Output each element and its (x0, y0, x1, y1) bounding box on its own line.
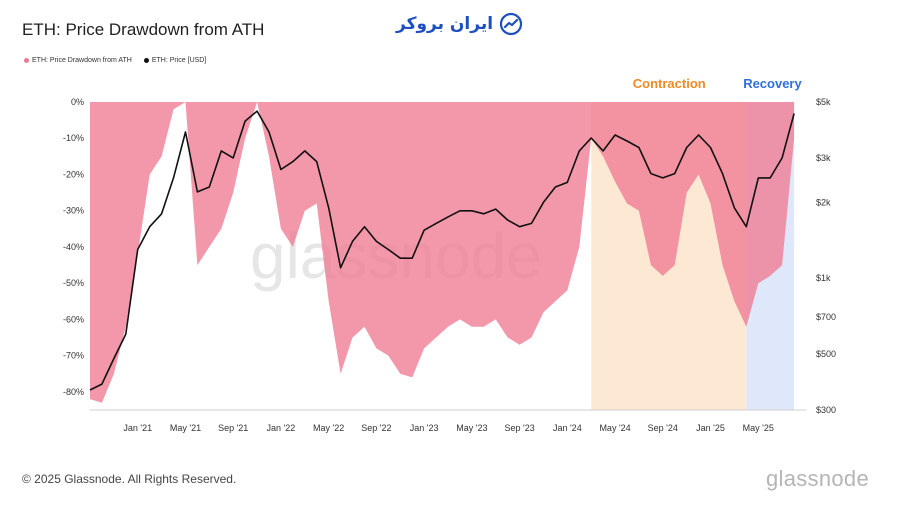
x-tick-label: May '21 (170, 423, 201, 433)
x-tick-label: Jan '24 (553, 423, 582, 433)
copyright-text: © 2025 Glassnode. All Rights Reserved. (22, 472, 237, 486)
y-right-tick-label: $300 (816, 405, 836, 415)
chart-title: ETH: Price Drawdown from ATH (22, 20, 265, 39)
y-right-tick-label: $3k (816, 153, 831, 163)
y-left-tick-label: -80% (63, 387, 84, 397)
x-tick-label: Jan '25 (696, 423, 725, 433)
drawdown-area (90, 102, 795, 403)
recovery-label: Recovery (743, 76, 802, 91)
price-line (89, 110, 795, 391)
x-tick-label: Sep '23 (504, 423, 534, 433)
legend-item-drawdown[interactable]: ETH: Price Drawdown from ATH (24, 57, 132, 64)
y-right-tick-label: $5k (816, 97, 831, 107)
x-tick-label: Sep '24 (648, 423, 678, 433)
chart-legend: ETH: Price Drawdown from ATH ETH: Price … (24, 57, 206, 64)
x-tick-label: May '22 (313, 423, 344, 433)
trend-chart-icon (499, 12, 523, 36)
y-right-tick-label: $2k (816, 197, 831, 207)
x-tick-label: Jan '23 (410, 423, 439, 433)
x-tick-label: Jan '22 (267, 423, 296, 433)
y-left-tick-label: -70% (63, 351, 84, 361)
contraction-label: Contraction (632, 76, 706, 91)
y-left-tick-label: -50% (63, 278, 84, 288)
y-right-tick-label: $700 (816, 312, 836, 322)
legend-label-drawdown: ETH: Price Drawdown from ATH (32, 57, 132, 64)
x-tick-label: Jan '21 (123, 423, 152, 433)
y-left-tick-label: -60% (63, 314, 84, 324)
logo-text: ایران بروکر (396, 14, 494, 34)
iran-broker-logo: ایران بروکر (396, 12, 523, 36)
y-right-tick-label: $1k (816, 273, 831, 283)
x-tick-label: Sep '21 (218, 423, 248, 433)
y-axis-left-ticks: 0% -10% -20% -30% -40% -50% -60% -70% -80% (63, 97, 84, 397)
legend-item-price[interactable]: ETH: Price [USD] (143, 57, 207, 64)
y-left-tick-label: -40% (63, 242, 84, 252)
legend-swatch-price (143, 58, 149, 63)
glassnode-brand: glassnode (766, 466, 869, 491)
x-axis-ticks: Jan '21 May '21 Sep '21 Jan '22 May '22 Sep '… (123, 423, 774, 433)
y-left-tick-label: -10% (63, 133, 84, 143)
legend-label-price: ETH: Price [USD] (151, 57, 207, 64)
x-tick-label: May '23 (456, 423, 487, 433)
y-right-tick-label: $500 (816, 349, 836, 359)
y-left-tick-label: -30% (63, 206, 84, 216)
x-tick-label: May '25 (743, 423, 774, 433)
x-tick-label: Sep '22 (361, 423, 391, 433)
y-left-tick-label: 0% (71, 97, 84, 107)
y-axis-right-ticks: $5k $3k $2k $1k $700 $500 $300 (816, 97, 836, 415)
x-tick-label: May '24 (599, 423, 630, 433)
legend-swatch-drawdown (24, 58, 29, 63)
y-left-tick-label: -20% (63, 169, 84, 179)
